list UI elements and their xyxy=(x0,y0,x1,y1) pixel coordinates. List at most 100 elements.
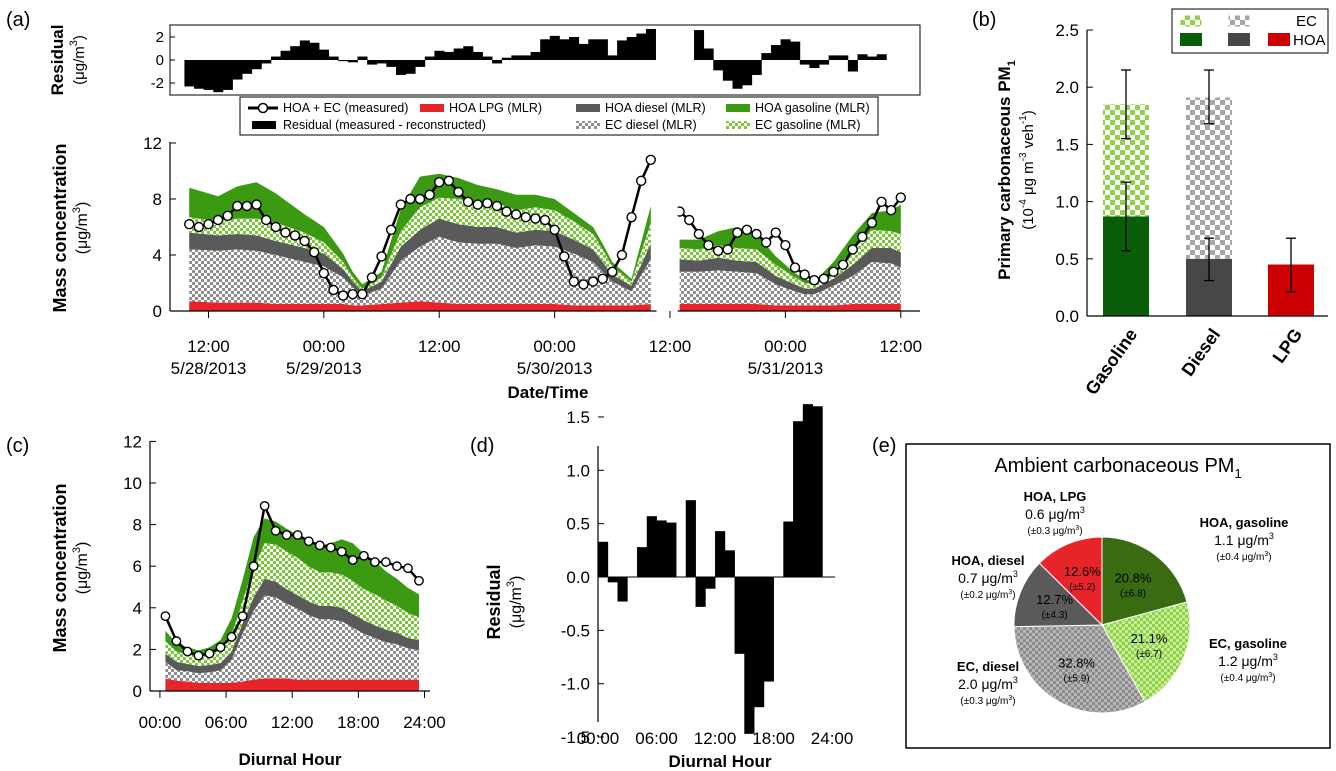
ef-y-tick-label: 2.0 xyxy=(1055,78,1079,97)
measured-point xyxy=(684,214,695,226)
measured-point xyxy=(303,536,314,547)
legend-b-hoa: HOA xyxy=(1293,32,1326,49)
measured-point xyxy=(530,213,541,224)
residual-bar xyxy=(799,60,810,65)
measured-point xyxy=(337,290,349,301)
measured-point xyxy=(453,186,464,198)
measured-point xyxy=(314,540,325,551)
ef-category-label: LPG xyxy=(1269,325,1307,367)
legend-ec-diesel: EC diesel (MLR) xyxy=(605,118,697,132)
residual-y-tick-label: 0 xyxy=(156,52,164,69)
pie-pct-error: (±4.3) xyxy=(1042,610,1068,621)
measured-point xyxy=(203,218,214,230)
panel-label-b: (b) xyxy=(972,9,996,31)
residual-bar xyxy=(713,60,724,71)
diurnal-residual-bar xyxy=(637,547,648,577)
measured-point xyxy=(184,218,195,230)
diurnal-residual-axes: 1.5 1.0 0.5 0.0 -0.5 -1.0 -1.500:00 06:00 12:00 1… xyxy=(561,408,854,748)
mass-y-label: Mass concentration xyxy=(50,143,70,312)
mass-x-date-label: 5/31/2013 xyxy=(748,359,824,378)
residual-bar xyxy=(472,51,483,60)
diurnal-stacked-areas xyxy=(165,518,419,691)
measured-point xyxy=(280,227,291,238)
residual-bar xyxy=(347,60,358,63)
pie-slice-value-text: 1.2 μg/m xyxy=(1218,653,1273,669)
measured-point xyxy=(237,611,248,622)
residual-bar xyxy=(290,46,301,60)
measured-point xyxy=(171,636,182,646)
ef-y-tick-label: 0.0 xyxy=(1055,307,1079,326)
diurnal-residual-y-tick-label: 1.5 xyxy=(566,408,590,427)
measured-point xyxy=(472,199,483,210)
diurnal-y-tick-label: 0 xyxy=(133,682,142,701)
area-ec-diesel xyxy=(679,262,901,306)
residual-bar xyxy=(569,37,580,60)
pie-pct-label: 20.8% xyxy=(1115,570,1152,585)
measured-point xyxy=(789,262,801,273)
residual-bar xyxy=(319,49,330,60)
measured-point xyxy=(193,650,204,661)
measured-point xyxy=(241,200,253,212)
diurnal-residual-x-tick-label: 12:00 xyxy=(694,729,737,748)
diurnal-residual-bar xyxy=(705,577,716,589)
residual-bar xyxy=(732,60,743,89)
measured-point xyxy=(703,239,714,251)
diurnal-residual-x-label: Diurnal Hour xyxy=(669,752,772,771)
pie-slice-value: 1.2 μg/m3 xyxy=(1218,652,1278,669)
measured-point xyxy=(645,154,656,166)
residual-y-tick-label: -2 xyxy=(151,75,164,92)
measured-point xyxy=(732,227,743,238)
residual-bar xyxy=(742,60,753,86)
diurnal-residual-bar xyxy=(617,577,628,602)
residual-bar xyxy=(299,40,310,60)
pie-slice-unc-exp: 3 xyxy=(1075,525,1079,532)
measured-point xyxy=(559,251,570,262)
measured-point xyxy=(299,235,310,247)
area-lpg xyxy=(679,304,901,311)
legend-ec-diesel-swatch xyxy=(576,121,600,129)
residual-bar xyxy=(222,60,233,90)
area-hoa-diesel xyxy=(165,578,419,674)
pie-slice-hoa-gasoline xyxy=(1101,536,1188,626)
residual-bar xyxy=(270,56,281,60)
diurnal-y-tick-label: 10 xyxy=(123,474,142,493)
residual-bar xyxy=(367,60,378,65)
mass-x-tick-label: 00:00 xyxy=(303,337,346,356)
diurnal-x-label: Diurnal Hour xyxy=(239,750,342,769)
measured-point xyxy=(392,561,402,572)
residual-bar xyxy=(847,60,858,72)
residual-bar xyxy=(463,46,474,60)
mass-y-unit: (μg/m3) xyxy=(71,202,91,255)
mass-x-tick-label: 12:00 xyxy=(649,337,692,356)
diurnal-axes: 0 2 4 6 8 10 12 00:00 06:00 12:00 18:00 24:00 xyxy=(123,432,446,732)
mass-x-tick-label: 00:00 xyxy=(764,337,807,356)
area-hoa-diesel xyxy=(189,218,651,296)
panel-a-residual: 2 0 -2 Residual (μg/m3) xyxy=(48,24,921,96)
measured-point xyxy=(260,214,272,226)
legend-hoa-gasoline-swatch xyxy=(726,104,750,112)
diurnal-residual-y-label: Residual xyxy=(484,564,504,639)
residual-bar xyxy=(328,56,339,60)
measured-point xyxy=(510,209,522,220)
measured-point xyxy=(357,289,368,300)
diurnal-residual-y-tick-label: -0.5 xyxy=(561,621,590,640)
residual-bar xyxy=(492,60,503,64)
pie-slice-value: 0.7 μg/m3 xyxy=(958,569,1018,586)
ef-category-label: Diesel xyxy=(1177,325,1224,380)
residual-bar xyxy=(520,55,531,60)
pie-slice-value-text: 2.0 μg/m xyxy=(958,676,1013,692)
residual-bar xyxy=(232,60,243,80)
residual-bar xyxy=(809,60,820,69)
residual-y-label: Residual xyxy=(48,25,67,96)
legend-b-ec-gasoline-swatch xyxy=(1179,14,1203,28)
legend-measured: HOA + EC (measured) xyxy=(283,101,408,115)
legend-lpg-swatch xyxy=(420,104,444,112)
measured-point xyxy=(616,249,628,261)
ef-category-label: Gasoline xyxy=(1081,325,1141,399)
panel-label-e: (e) xyxy=(872,435,896,457)
diurnal-residual-bar xyxy=(715,531,726,577)
mass-x-tick-label: 12:00 xyxy=(879,337,922,356)
diurnal-residual-bar xyxy=(754,577,765,708)
mass-x-date-label: 5/28/2013 xyxy=(171,359,247,378)
diurnal-x-tick-label: 24:00 xyxy=(403,713,446,732)
